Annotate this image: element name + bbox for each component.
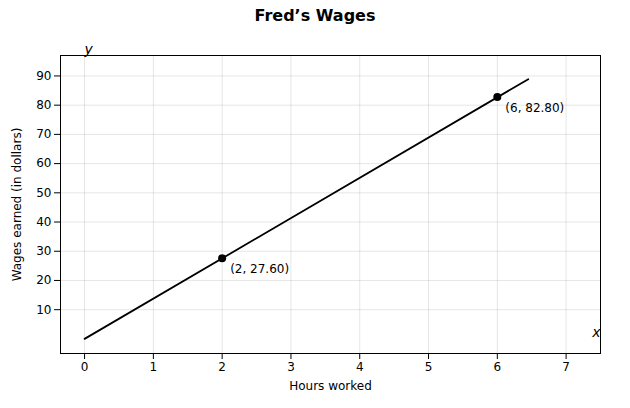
svg-text:4: 4 [356,360,364,374]
svg-text:y: y [84,41,94,57]
svg-text:7: 7 [562,360,570,374]
svg-text:Wages earned (in dollars): Wages earned (in dollars) [10,128,24,282]
svg-text:40: 40 [36,215,51,229]
svg-text:30: 30 [36,244,51,258]
svg-text:50: 50 [36,186,51,200]
svg-text:3: 3 [287,360,295,374]
svg-text:6: 6 [493,360,501,374]
svg-text:(2, 27.60): (2, 27.60) [230,262,289,276]
svg-text:5: 5 [425,360,433,374]
svg-text:1: 1 [150,360,158,374]
svg-text:Hours worked: Hours worked [289,379,372,393]
svg-text:10: 10 [36,303,51,317]
svg-text:x: x [591,324,601,340]
html-text:Fred’s Wages: Fred’s Wages [254,6,376,25]
svg-text:80: 80 [36,98,51,112]
svg-text:2: 2 [218,360,226,374]
svg-text:90: 90 [36,69,51,83]
svg-text:60: 60 [36,156,51,170]
svg-text:0: 0 [81,360,89,374]
svg-text:20: 20 [36,273,51,287]
svg-text:70: 70 [36,127,51,141]
svg-text:(6, 82.80): (6, 82.80) [505,101,564,115]
